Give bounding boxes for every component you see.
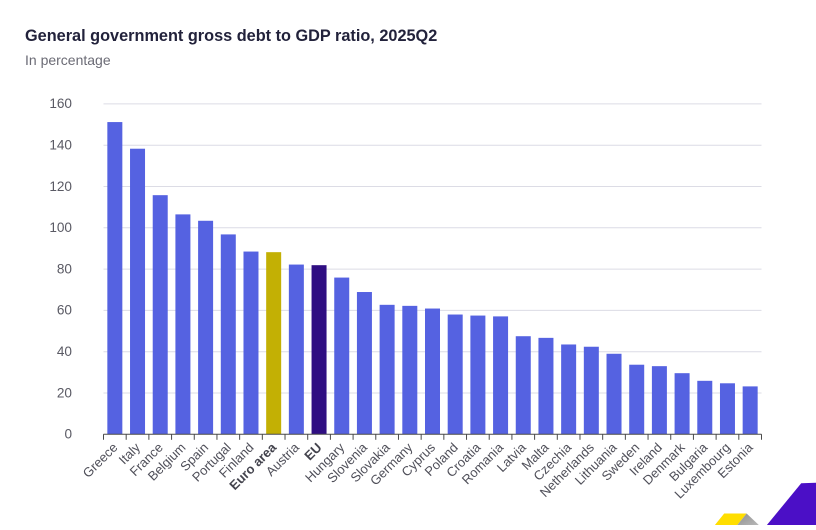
svg-text:120: 120 — [49, 179, 72, 194]
svg-text:140: 140 — [49, 138, 72, 153]
svg-text:0: 0 — [64, 427, 72, 442]
svg-text:General government gross debt: General government gross debt to GDP rat… — [25, 27, 437, 45]
svg-text:60: 60 — [57, 303, 73, 318]
svg-text:160: 160 — [49, 96, 72, 111]
svg-text:In percentage: In percentage — [25, 52, 111, 68]
svg-text:40: 40 — [57, 344, 73, 359]
svg-text:80: 80 — [57, 261, 73, 276]
svg-text:20: 20 — [57, 385, 73, 400]
svg-text:100: 100 — [49, 220, 72, 235]
